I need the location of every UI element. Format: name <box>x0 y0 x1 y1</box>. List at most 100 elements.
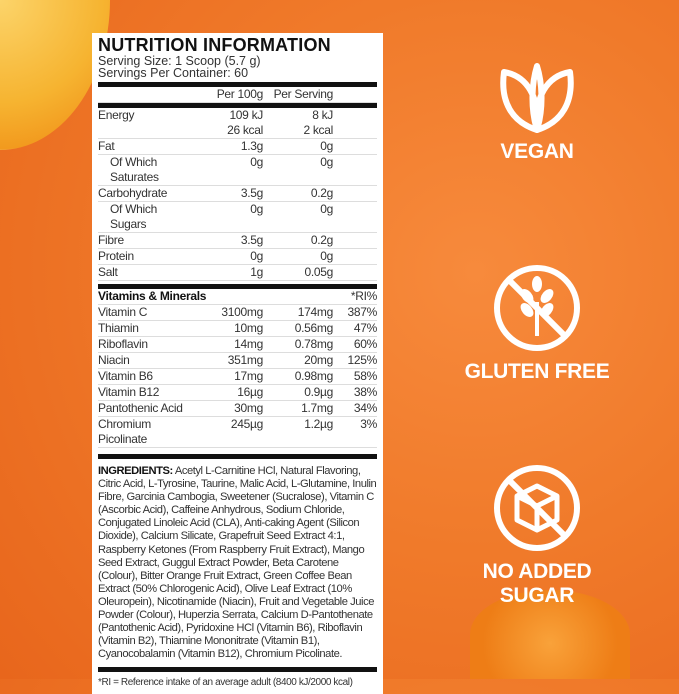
ingredients-label: INGREDIENTS: <box>98 465 173 477</box>
per100-value: 0g <box>250 202 263 216</box>
ri-value: 60% <box>353 337 377 351</box>
badge-no-added-sugar: NO ADDED SUGAR <box>447 462 627 608</box>
per100-value: 351mg <box>227 353 264 367</box>
vitamin-row: Niacin 351mg 20mg 125% <box>98 353 377 369</box>
nutrient-name: Protein <box>98 249 134 263</box>
per-serving-value: 0.78mg <box>294 337 334 351</box>
badge-label: VEGAN <box>500 140 574 163</box>
serving-size: Serving Size: 1 Scoop (5.7 g) <box>98 54 261 68</box>
per100-value: 1.3g <box>240 139 263 153</box>
vitamin-name: Thiamin <box>98 321 139 335</box>
vitamin-row: Thiamin 10mg 0.56mg 47% <box>98 321 377 337</box>
nutrient-row: Fat 1.3g 0g <box>98 139 377 155</box>
per100-value: 16µg <box>237 385 263 399</box>
divider <box>98 667 377 673</box>
divider <box>98 454 377 459</box>
ingredients-text: Acetyl L-Carnitine HCl, Natural Flavorin… <box>98 465 377 661</box>
divider <box>98 284 377 289</box>
ri-value: 3% <box>360 417 377 431</box>
per-serving-value: 0g <box>320 202 333 216</box>
vitamins-header-row: Vitamins & Minerals *RI% <box>98 289 377 305</box>
vitamin-name: Riboflavin <box>98 337 148 351</box>
vitamin-row: Vitamin C 3100mg 174mg 387% <box>98 305 377 321</box>
nutrient-name: Energy <box>98 108 135 122</box>
vitamin-row: Vitamin B6 17mg 0.98mg 58% <box>98 369 377 385</box>
nutrient-row: Protein 0g 0g <box>98 249 377 265</box>
nutrient-row: Salt 1g 0.05g <box>98 265 377 281</box>
per-serving-value: 0.9µg <box>304 385 333 399</box>
per100-value: 109 kJ <box>229 108 263 122</box>
vitamin-row: Riboflavin 14mg 0.78mg 60% <box>98 337 377 353</box>
per100-value: 10mg <box>234 321 263 335</box>
col-per-serving: Per Serving <box>273 87 334 101</box>
ri-header: *RI% <box>350 289 377 303</box>
column-header-row: Per 100g Per Serving <box>98 87 377 103</box>
vitamin-name: Pantothenic Acid <box>98 401 183 415</box>
per-serving-value: 0.56mg <box>294 321 334 335</box>
per-serving-value: 1.7mg <box>301 401 333 415</box>
vitamin-name: Niacin <box>98 353 130 367</box>
nutrient-name: Fat <box>98 139 115 153</box>
ingredients: INGREDIENTS: Acetyl L-Carnitine HCl, Nat… <box>98 465 377 661</box>
ri-value: 58% <box>353 369 377 383</box>
per100-value: 0g <box>250 249 263 263</box>
per-serving-value: 2 kcal <box>303 123 333 137</box>
vitamin-name: Chromium Picolinate <box>98 417 151 446</box>
nutrient-name: Of Which Saturates <box>110 155 159 184</box>
per-serving-value: 1.2µg <box>304 417 333 431</box>
ri-value: 38% <box>353 385 377 399</box>
per100-value: 26 kcal <box>227 123 263 137</box>
badge-gluten-free: GLUTEN FREE <box>447 262 627 384</box>
ri-value: 387% <box>347 305 378 319</box>
nutrient-row: 26 kcal 2 kcal <box>98 123 377 139</box>
vitamin-name: Vitamin B6 <box>98 369 153 383</box>
per-serving-value: 174mg <box>297 305 334 319</box>
leaves-icon <box>500 63 574 133</box>
servings-per-container: Servings Per Container: 60 <box>98 66 249 80</box>
nutrient-table: Energy 109 kJ 8 kJ 26 kcal 2 kcal Fat 1.3g 0g Of… <box>98 108 377 281</box>
vitamin-table: Vitamin C 3100mg 174mg 387% Thiamin 10mg 0.56m… <box>98 305 377 448</box>
per100-value: 245µg <box>230 417 263 431</box>
per100-value: 30mg <box>234 401 263 415</box>
nutrient-name: Carbohydrate <box>98 186 168 200</box>
per-serving-value: 8 kJ <box>312 108 333 122</box>
per100-value: 3100mg <box>221 305 263 319</box>
per100-value: 0g <box>250 155 263 169</box>
vitamin-row: Pantothenic Acid 30mg 1.7mg 34% <box>98 401 377 417</box>
badge-label: NO ADDED SUGAR <box>482 560 592 607</box>
ri-value: 34% <box>353 401 377 415</box>
ri-value: 125% <box>347 353 378 367</box>
nutrient-row: Energy 109 kJ 8 kJ <box>98 108 377 123</box>
nutrient-row: Of Which Saturates 0g 0g <box>98 155 377 186</box>
col-per100: Per 100g <box>216 87 264 101</box>
nutrient-row: Of Which Sugars 0g 0g <box>98 202 377 233</box>
tangerine-segments-image <box>470 590 630 679</box>
nutrient-name: Salt <box>98 265 118 279</box>
nutrient-name <box>98 123 193 138</box>
per-serving-value: 0.2g <box>310 233 333 247</box>
no-wheat-icon <box>494 265 580 351</box>
per100-value: 3.5g <box>240 233 263 247</box>
nutrient-name: Of Which Sugars <box>110 202 157 231</box>
per-serving-value: 0.98mg <box>294 369 334 383</box>
per-serving-value: 0.05g <box>304 265 333 279</box>
vitamin-name: Vitamin B12 <box>98 385 160 399</box>
divider <box>98 103 377 108</box>
per100-value: 3.5g <box>240 186 263 200</box>
nutrient-row: Fibre 3.5g 0.2g <box>98 233 377 249</box>
nutrient-name: Fibre <box>98 233 124 247</box>
per-serving-value: 0g <box>320 249 333 263</box>
vitamin-row: Chromium Picolinate 245µg 1.2µg 3% <box>98 417 377 448</box>
per100-value: 17mg <box>234 369 263 383</box>
per-serving-value: 0g <box>320 139 333 153</box>
per-serving-value: 20mg <box>304 353 333 367</box>
per100-value: 14mg <box>234 337 263 351</box>
ri-value: 47% <box>353 321 377 335</box>
badge-vegan: VEGAN <box>447 62 627 164</box>
divider <box>98 82 377 87</box>
vitamin-row: Vitamin B12 16µg 0.9µg 38% <box>98 385 377 401</box>
per-serving-value: 0.2g <box>310 186 333 200</box>
ri-footnote: *RI = Reference intake of an average adu… <box>98 677 353 689</box>
nutrition-label: NUTRITION INFORMATION Serving Size: 1 Sc… <box>92 33 383 694</box>
badge-label: GLUTEN FREE <box>464 360 610 383</box>
